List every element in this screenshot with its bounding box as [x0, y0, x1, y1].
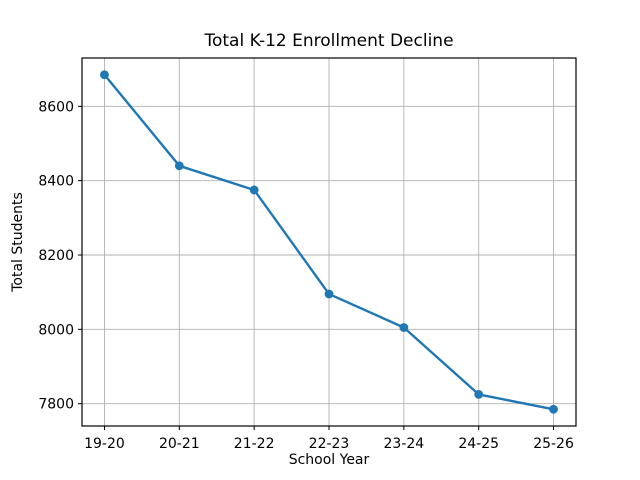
x-tick-label: 23-24 [384, 436, 425, 452]
data-point [100, 70, 109, 80]
x-tick-label: 21-22 [234, 436, 275, 452]
chart-title: Total K-12 Enrollment Decline [204, 31, 454, 51]
y-tick-label: 8200 [38, 248, 74, 264]
y-tick-label: 8600 [38, 99, 74, 115]
y-tick-label: 7800 [38, 397, 74, 413]
data-point [249, 185, 259, 195]
data-point [174, 161, 184, 171]
x-tick-label: 22-23 [309, 436, 350, 452]
y-axis-label: Total Students [10, 192, 26, 292]
x-tick-label: 20-21 [159, 436, 200, 452]
data-point [399, 323, 409, 332]
x-tick-label: 19-20 [84, 436, 125, 452]
data-point [324, 289, 334, 299]
y-tick-label: 8000 [38, 322, 74, 338]
data-point [549, 404, 558, 414]
y-tick-label: 8400 [38, 174, 74, 190]
data-point [474, 390, 484, 399]
x-tick-label: 24-25 [458, 436, 499, 452]
x-axis-label: School Year [288, 452, 370, 468]
x-tick-label: 25-26 [533, 436, 574, 452]
plot-border [81, 57, 577, 427]
